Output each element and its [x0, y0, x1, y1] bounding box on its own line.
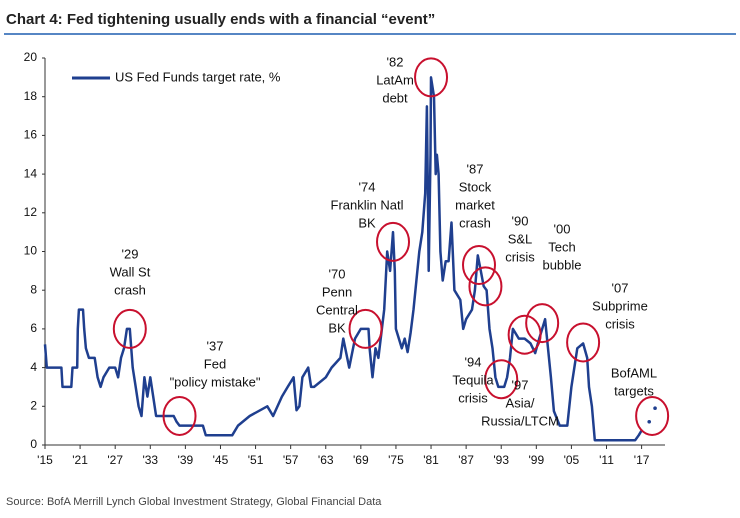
x-tick-label: '69: [353, 453, 369, 467]
y-tick-label: 6: [30, 321, 37, 335]
series-line: [43, 76, 643, 442]
annotation-circle: [462, 245, 496, 286]
annotation-text: S&L: [508, 231, 533, 246]
y-tick-label: 0: [30, 437, 37, 451]
annotation-circle: [162, 395, 197, 436]
annotation-text: BK: [328, 320, 346, 335]
source: Source: BofA Merrill Lynch Global Invest…: [6, 496, 382, 508]
annotation-text: crisis: [505, 249, 535, 264]
annotation-circle: [525, 303, 560, 344]
annotation-text: '29: [122, 246, 139, 261]
y-tick-label: 18: [24, 89, 38, 103]
y-tick-label: 14: [24, 166, 38, 180]
annotation-text: '87: [467, 161, 484, 176]
annotation-circle: [376, 221, 411, 262]
x-tick-label: '63: [318, 453, 334, 467]
legend-label: US Fed Funds target rate, %: [115, 69, 281, 84]
annotation-text: Stock: [459, 179, 492, 194]
annotation-text: Penn: [322, 284, 352, 299]
annotation-text: '82: [387, 54, 404, 69]
annotation-text: targets: [614, 383, 654, 398]
annotation-circle: [507, 314, 542, 355]
annotation-text: LatAm: [376, 72, 414, 87]
annotation-text: '07: [612, 280, 629, 295]
x-tick-label: '11: [599, 453, 614, 467]
annotation-text: Fed: [204, 356, 226, 371]
annotation-circle: [566, 322, 601, 363]
x-tick-label: '33: [142, 453, 158, 467]
annotation-text: BofAML: [611, 365, 657, 380]
annotation-text: Tech: [548, 239, 575, 254]
x-tick-label: '81: [423, 453, 439, 467]
annotation-text: '90: [512, 213, 529, 228]
y-tick-label: 10: [24, 244, 38, 258]
x-tick-label: '17: [634, 453, 650, 467]
x-tick-label: '21: [72, 453, 88, 467]
x-tick-label: '05: [564, 453, 580, 467]
x-tick-label: '15: [37, 453, 53, 467]
annotation-text: Central: [316, 302, 358, 317]
annotation-circle: [484, 359, 519, 400]
annotation-text: market: [455, 197, 495, 212]
x-tick-label: '51: [248, 453, 264, 467]
annotation-text: '74: [359, 179, 376, 194]
y-tick-label: 8: [30, 282, 37, 296]
annotation-text: Subprime: [592, 298, 648, 313]
annotation-text: crisis: [458, 390, 488, 405]
annotation-circle: [414, 57, 449, 98]
chart-title: Chart 4: Fed tightening usually ends wit…: [6, 11, 435, 28]
y-tick-label: 4: [30, 360, 37, 374]
annotation-circle: [348, 308, 383, 349]
annotation-text: Franklin Natl: [331, 197, 404, 212]
annotation-text: crash: [459, 215, 491, 230]
annotation-text: '00: [554, 221, 571, 236]
annotation-text: debt: [382, 90, 408, 105]
annotation-text: bubble: [542, 257, 581, 272]
x-tick-label: '99: [529, 453, 545, 467]
x-tick-label: '57: [283, 453, 299, 467]
x-tick-label: '27: [107, 453, 123, 467]
annotation-text: Russia/LTCM: [481, 413, 559, 428]
annotation-text: Wall St: [110, 264, 151, 279]
x-tick-label: '93: [493, 453, 509, 467]
annotation-text: BK: [358, 215, 376, 230]
x-tick-label: '45: [213, 453, 229, 467]
y-tick-label: 12: [24, 205, 38, 219]
annotation-text: '94: [465, 354, 482, 369]
annotation-text: "policy mistake": [170, 374, 261, 389]
x-tick-label: '87: [458, 453, 474, 467]
annotation-circle: [112, 308, 147, 349]
annotation-text: '97: [512, 377, 529, 392]
y-tick-label: 20: [24, 50, 38, 64]
x-tick-label: '39: [178, 453, 194, 467]
annotation-text: Tequila: [452, 372, 494, 387]
target-dot: [653, 406, 657, 411]
annotation-text: '37: [207, 338, 224, 353]
annotation-circle: [635, 395, 670, 436]
x-tick-label: '75: [388, 453, 404, 467]
y-tick-label: 2: [30, 398, 37, 412]
annotation-text: crash: [114, 282, 146, 297]
annotation-circle: [468, 266, 503, 307]
annotation-text: Asia/: [506, 395, 535, 410]
y-tick-label: 16: [24, 128, 38, 142]
target-dot: [647, 419, 652, 424]
annotation-text: crisis: [605, 316, 635, 331]
annotation-text: '70: [329, 266, 346, 281]
